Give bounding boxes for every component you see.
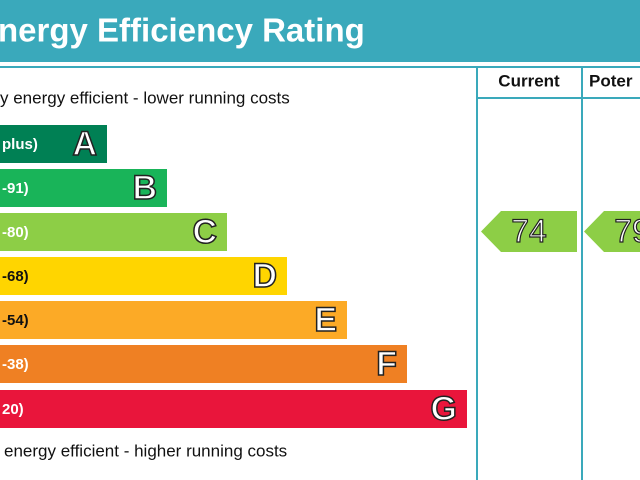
title: nergy Efficiency Rating (0, 12, 365, 49)
band (0, 213, 227, 251)
bottom-note: energy efficient - higher running costs (4, 441, 287, 460)
rating-value: 74 (511, 213, 547, 249)
column-header: Poter (589, 71, 633, 90)
rating-arrow (481, 211, 577, 252)
band-letter: C (192, 213, 217, 251)
band-letter: E (314, 301, 337, 339)
band (0, 257, 287, 295)
band-letter: D (252, 257, 277, 295)
band (0, 125, 107, 163)
band (0, 169, 167, 207)
band-label: plus) (2, 136, 38, 153)
band-letter: F (376, 345, 397, 383)
band-letter: B (132, 169, 157, 207)
band (0, 390, 467, 428)
band-label: -68) (2, 268, 29, 285)
band-letter: G (431, 390, 457, 428)
top-note: y energy efficient - lower running costs (0, 88, 290, 107)
band (0, 301, 347, 339)
band-label: 20) (2, 401, 24, 418)
band-letter: A (72, 125, 97, 163)
rating-value: 79 (614, 213, 640, 249)
band-label: -54) (2, 312, 29, 329)
band-label: -38) (2, 356, 29, 373)
band-label: -91) (2, 180, 29, 197)
header-bar (0, 0, 640, 62)
rating-arrow (584, 211, 640, 252)
column-header: Current (498, 71, 560, 90)
band (0, 345, 407, 383)
band-label: -80) (2, 224, 29, 241)
table-lines (0, 66, 640, 480)
